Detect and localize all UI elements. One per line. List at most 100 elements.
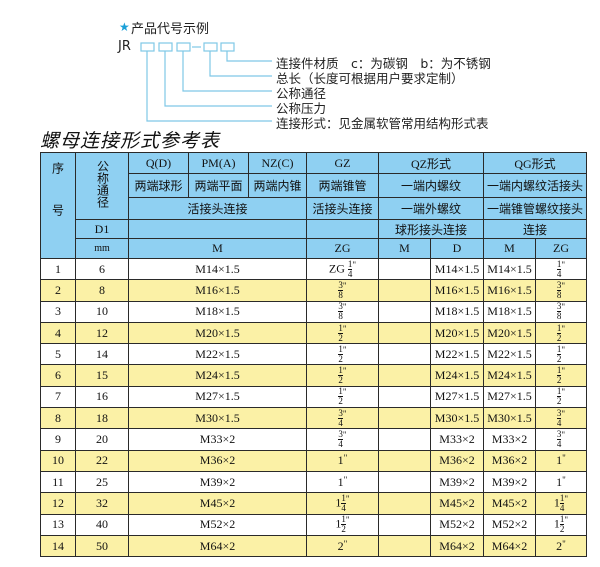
table-title: 螺母连接形式参考表 xyxy=(40,130,221,152)
nominal-diameter: 8 xyxy=(75,279,129,302)
qg-m: M45×2 xyxy=(483,492,536,515)
thread-m: M24×1.5 xyxy=(128,364,307,387)
gz-thread: 2" xyxy=(306,534,379,558)
qg-zg: 1 1 4 " xyxy=(535,492,587,515)
nominal-diameter: 16 xyxy=(75,385,129,409)
header-seq: 序号 xyxy=(40,152,76,259)
nominal-diameter: 15 xyxy=(75,364,129,387)
qg-m: M33×2 xyxy=(483,428,536,451)
gz-thread: 1 2 " xyxy=(306,364,379,387)
thread-m: M45×2 xyxy=(128,492,307,515)
qg-m: M14×1.5 xyxy=(483,257,536,281)
row-number: 7 xyxy=(40,385,76,409)
thread-m: M30×1.5 xyxy=(128,407,307,430)
qg-zg: 1 2 " xyxy=(535,343,587,366)
qz-m xyxy=(378,385,431,409)
qg-m: M64×2 xyxy=(483,534,536,558)
leader-line xyxy=(164,51,272,107)
qz-d: M45×2 xyxy=(430,492,484,515)
qz-d: M39×2 xyxy=(430,470,484,494)
qg-m: M20×1.5 xyxy=(483,321,536,345)
nominal-diameter: 18 xyxy=(75,407,129,430)
header-gz: GZ xyxy=(306,152,379,174)
qz-m xyxy=(378,300,431,323)
qz-m xyxy=(378,364,431,387)
row-number: 4 xyxy=(40,321,76,345)
qg-m: M24×1.5 xyxy=(483,364,536,387)
leader-line xyxy=(182,51,272,92)
header-qg-desc: 一端内螺纹活接头 xyxy=(483,173,587,198)
row-number: 5 xyxy=(40,343,76,366)
row-number: 1 xyxy=(40,257,76,281)
qz-m xyxy=(378,449,431,472)
gz-thread: 1 2 " xyxy=(306,321,379,345)
thread-m: M14×1.5 xyxy=(128,257,307,281)
qz-d: M14×1.5 xyxy=(430,257,484,281)
table-row: 7 16 M27×1.5 1 2 " M27×1.5 M27×1.5 1 2 " xyxy=(40,385,587,409)
row-number: 8 xyxy=(40,407,76,430)
header-q: Q(D) xyxy=(128,152,189,174)
header-qg-desc2: 一端锥管螺纹接头 xyxy=(483,197,587,220)
row-number: 11 xyxy=(40,470,76,494)
qz-m xyxy=(378,470,431,494)
gz-thread: 1 2 " xyxy=(306,385,379,409)
qz-m xyxy=(378,279,431,302)
qg-zg: 1" xyxy=(535,470,587,494)
qg-m: M27×1.5 xyxy=(483,385,536,409)
gz-thread: 3 8 " xyxy=(306,279,379,302)
code-box xyxy=(140,42,155,52)
table-row: 8 18 M30×1.5 3 4 " M30×1.5 M30×1.5 3 4 " xyxy=(40,407,587,430)
qg-m: M39×2 xyxy=(483,470,536,494)
header-unit: mm xyxy=(75,238,129,259)
code-example-title: 产品代号示例 xyxy=(131,22,210,37)
thread-m: M22×1.5 xyxy=(128,343,307,366)
qz-d: M16×1.5 xyxy=(430,279,484,302)
qz-d: M27×1.5 xyxy=(430,385,484,409)
qg-zg: 1 2 " xyxy=(535,321,587,345)
label-material: 连接件材质 c：为碳钢 b：为不锈钢 xyxy=(276,56,491,71)
qz-m xyxy=(378,343,431,366)
leader-line xyxy=(226,51,272,62)
table-row: 3 10 M18×1.5 3 8 " M18×1.5 M18×1.5 3 8 " xyxy=(40,300,587,323)
header-q-desc: 两端球形 xyxy=(128,173,189,198)
thread-m: M39×2 xyxy=(128,470,307,494)
qz-d: M33×2 xyxy=(430,428,484,451)
thread-m: M27×1.5 xyxy=(128,385,307,409)
table-row: 5 14 M22×1.5 1 2 " M22×1.5 M22×1.5 1 2 " xyxy=(40,343,587,366)
thread-m: M33×2 xyxy=(128,428,307,451)
nominal-diameter: 22 xyxy=(75,449,129,472)
table-row: 4 12 M20×1.5 1 2 " M20×1.5 M20×1.5 1 2 " xyxy=(40,321,587,345)
row-number: 13 xyxy=(40,513,76,536)
row-number: 12 xyxy=(40,492,76,515)
code-prefix: JR xyxy=(118,39,131,54)
qg-zg: 2" xyxy=(535,534,587,558)
row-number: 9 xyxy=(40,428,76,451)
row-number: 10 xyxy=(40,449,76,472)
header-nominal: 公称通径 xyxy=(75,152,129,220)
qz-m xyxy=(378,492,431,515)
gz-thread: 1 2 " xyxy=(306,343,379,366)
qz-m xyxy=(378,534,431,558)
nominal-diameter: 14 xyxy=(75,343,129,366)
header-gz-union: 活接头连接 xyxy=(306,197,379,220)
header-qg-zg: ZG xyxy=(535,238,587,259)
qg-zg: 3 8 " xyxy=(535,300,587,323)
header-qg-m: M xyxy=(483,238,536,259)
qg-zg: 1" xyxy=(535,449,587,472)
thread-m: M16×1.5 xyxy=(128,279,307,302)
thread-m: M64×2 xyxy=(128,534,307,558)
thread-m: M52×2 xyxy=(128,513,307,536)
qz-d: M24×1.5 xyxy=(430,364,484,387)
header-blank xyxy=(306,219,379,239)
qz-d: M20×1.5 xyxy=(430,321,484,345)
nominal-diameter: 50 xyxy=(75,534,129,558)
row-number: 3 xyxy=(40,300,76,323)
header-nz-desc: 两端内锥 xyxy=(248,173,307,198)
gz-thread: 1 1 4 " xyxy=(306,492,379,515)
nominal-diameter: 20 xyxy=(75,428,129,451)
qz-m xyxy=(378,407,431,430)
gz-thread: 3 4 " xyxy=(306,428,379,451)
header-union: 活接头连接 xyxy=(128,197,307,220)
qg-m: M18×1.5 xyxy=(483,300,536,323)
gz-thread: 1" xyxy=(306,470,379,494)
